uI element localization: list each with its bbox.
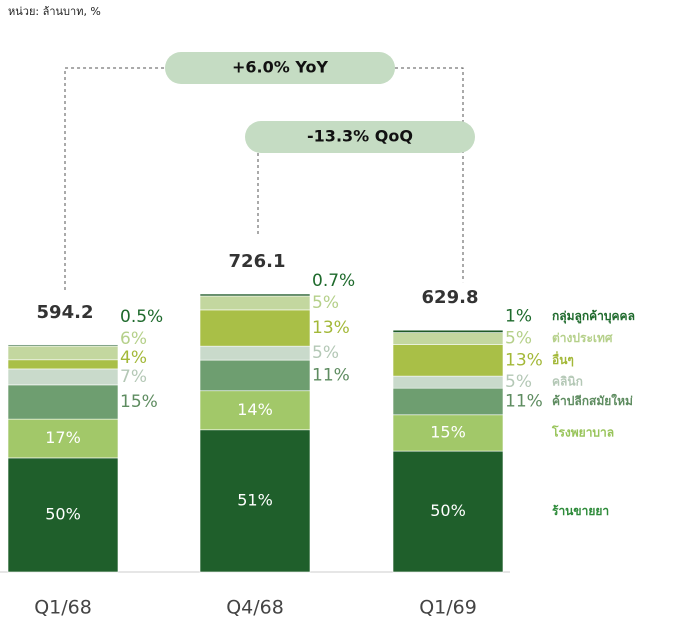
- bar-segment: [392, 414, 504, 452]
- legend-label: ต่างประเทศ: [552, 331, 613, 345]
- data-label: 11%: [312, 365, 350, 385]
- legend-label: กลุ่มลูกค้าบุคคล: [552, 309, 635, 324]
- data-label: 5%: [505, 372, 532, 392]
- bar-segment: [199, 390, 311, 431]
- data-label: 15%: [430, 422, 466, 441]
- data-label: 1%: [505, 307, 532, 327]
- data-label: 51%: [237, 490, 273, 509]
- bar-segment: [392, 387, 504, 416]
- bar-segment: [199, 309, 311, 347]
- data-label: 4%: [120, 348, 147, 368]
- data-label: 5%: [312, 343, 339, 363]
- bar-segment: [7, 345, 119, 361]
- bar-segment: [7, 359, 119, 370]
- data-label: 11%: [505, 392, 543, 412]
- x-tick-label: Q1/68: [34, 597, 92, 619]
- annotation-text: -13.3% QoQ: [307, 127, 413, 146]
- data-label: 50%: [45, 504, 81, 523]
- bar-segment: [392, 329, 504, 333]
- bar-segment: [392, 375, 504, 389]
- legend-label: ร้านขายยา: [552, 504, 609, 518]
- annotation-pill: [245, 121, 475, 153]
- data-label: 14%: [237, 400, 273, 419]
- bar-segment: [7, 368, 119, 386]
- data-label: 5%: [505, 329, 532, 349]
- bar-segment: [199, 429, 311, 573]
- data-label: 0.7%: [312, 271, 355, 291]
- bar-segment: [392, 450, 504, 573]
- unit-note: หน่วย: ล้านบาท, %: [8, 5, 101, 18]
- data-label: 7%: [120, 367, 147, 387]
- bar-segment: [392, 332, 504, 345]
- legend-label: โรงพยาบาล: [551, 424, 614, 439]
- data-label: 6%: [120, 329, 147, 349]
- data-label: 50%: [430, 501, 466, 520]
- data-label: 17%: [45, 428, 81, 447]
- annotation-pill: [165, 52, 395, 84]
- connector: [64, 67, 165, 290]
- bar-segment: [199, 359, 311, 392]
- total-label: 726.1: [229, 251, 286, 272]
- total-label: 629.8: [422, 287, 479, 308]
- data-label: 15%: [120, 392, 158, 412]
- data-label: 0.5%: [120, 307, 163, 327]
- bar-segment: [199, 295, 311, 311]
- bar-segment: [7, 457, 119, 573]
- bar-segment: [7, 384, 119, 420]
- data-label: 13%: [312, 318, 350, 338]
- x-tick-label: Q1/69: [419, 597, 477, 619]
- bar-segment: [7, 418, 119, 459]
- bar-segment: [199, 293, 311, 297]
- connector: [395, 67, 464, 283]
- bar-segment: [199, 345, 311, 361]
- data-label: 13%: [505, 350, 543, 370]
- total-label: 594.2: [37, 302, 94, 323]
- bar-segment: [392, 344, 504, 377]
- legend-label: ค้าปลีกสมัยใหม่: [552, 393, 633, 408]
- legend-label: คลินิก: [552, 375, 583, 389]
- annotation-text: +6.0% YoY: [232, 58, 328, 77]
- data-label: 5%: [312, 293, 339, 313]
- legend-label: อื่นๆ: [552, 351, 574, 367]
- x-tick-label: Q4/68: [226, 597, 284, 619]
- bar-segment: [7, 344, 119, 347]
